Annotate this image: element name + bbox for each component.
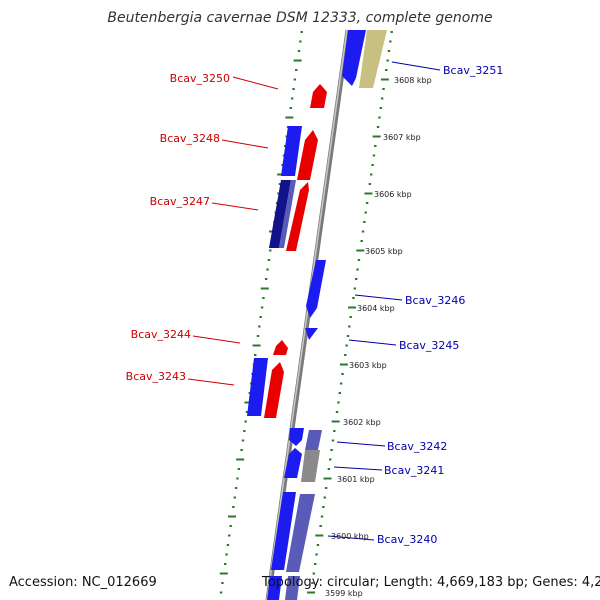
leader-line-left bbox=[221, 139, 269, 149]
leader-line-right bbox=[348, 339, 397, 346]
gene-label-bcav-3250[interactable]: Bcav_3250 bbox=[170, 72, 230, 85]
leader-line-left bbox=[232, 76, 279, 90]
gene-label-bcav-3242[interactable]: Bcav_3242 bbox=[387, 440, 447, 453]
map-title: Beutenbergia cavernae DSM 12333, complet… bbox=[107, 10, 493, 26]
gene-label-bcav-3243[interactable]: Bcav_3243 bbox=[126, 370, 186, 383]
gene-features bbox=[247, 30, 387, 600]
gene-label-bcav-3241[interactable]: Bcav_3241 bbox=[384, 464, 444, 477]
accession-text: Accession: NC_012669 bbox=[9, 575, 157, 590]
leader-line-right bbox=[333, 466, 383, 471]
gene-bar-bottom-lavender[interactable] bbox=[285, 576, 300, 600]
backbone-highlight bbox=[266, 29, 348, 600]
gene-arrow-bcav-3242-blue[interactable] bbox=[289, 428, 304, 446]
gene-arrow-bcav-3247[interactable] bbox=[286, 182, 309, 251]
gene-arrow-bcav-3241-blue[interactable] bbox=[284, 448, 302, 478]
gene-label-bcav-3246[interactable]: Bcav_3246 bbox=[405, 294, 465, 307]
gene-bar-bcav-3242[interactable] bbox=[305, 430, 322, 450]
gene-label-bcav-3245[interactable]: Bcav_3245 bbox=[399, 339, 459, 352]
kbp-label-3607: 3607 kbp bbox=[383, 133, 421, 142]
gene-bar-bcav-3248-blue[interactable] bbox=[281, 126, 302, 176]
kbp-label-3608: 3608 kbp bbox=[394, 76, 432, 85]
gene-arrow-bcav-3244[interactable] bbox=[273, 340, 288, 355]
kbp-label-3604: 3604 kbp bbox=[357, 304, 395, 313]
leader-line-left bbox=[187, 378, 235, 386]
leader-line-right bbox=[354, 294, 403, 301]
gene-bar-bottom-blue[interactable] bbox=[267, 576, 282, 600]
label-leaders bbox=[187, 61, 441, 541]
gene-arrow-bcav-3243[interactable] bbox=[264, 362, 284, 418]
gene-arrow-reverse[interactable] bbox=[342, 30, 366, 86]
gene-label-bcav-3240[interactable]: Bcav_3240 bbox=[377, 533, 437, 546]
gene-bar-bcav-3251[interactable] bbox=[359, 30, 387, 88]
ticks-right bbox=[307, 31, 393, 594]
gene-label-bcav-3244[interactable]: Bcav_3244 bbox=[131, 328, 191, 341]
gene-label-bcav-3248[interactable]: Bcav_3248 bbox=[160, 132, 220, 145]
gene-bar-bcav-3247-lavender[interactable] bbox=[279, 180, 296, 248]
gene-bar-bcav-3240[interactable] bbox=[286, 494, 315, 572]
kbp-label-3599: 3599 kbp bbox=[325, 589, 363, 598]
kbp-label-3601: 3601 kbp bbox=[337, 475, 375, 484]
kbp-label-3603: 3603 kbp bbox=[349, 361, 387, 370]
leader-line-left bbox=[192, 335, 241, 344]
gene-arrow-bcav-3248[interactable] bbox=[297, 130, 318, 180]
gene-bar-bcav-3241[interactable] bbox=[301, 450, 320, 482]
gene-bar-bcav-3243-blue[interactable] bbox=[247, 358, 268, 416]
gene-arrow-bcav-3245[interactable] bbox=[305, 328, 318, 340]
gene-label-bcav-3251[interactable]: Bcav_3251 bbox=[443, 64, 503, 77]
leader-line-right bbox=[327, 535, 375, 541]
leader-line-right bbox=[336, 441, 386, 447]
leader-line-right bbox=[391, 61, 441, 71]
gene-label-bcav-3247[interactable]: Bcav_3247 bbox=[150, 195, 210, 208]
kbp-label-3600: 3600 kbp bbox=[331, 532, 369, 541]
leader-line-left bbox=[211, 202, 259, 211]
topology-summary: Topology: circular; Length: 4,669,183 bp… bbox=[262, 575, 600, 590]
kbp-label-3605: 3605 kbp bbox=[365, 247, 403, 256]
kbp-label-3602: 3602 kbp bbox=[343, 418, 381, 427]
gene-arrow-bcav-3250[interactable] bbox=[310, 84, 327, 108]
kbp-label-3606: 3606 kbp bbox=[374, 190, 412, 199]
gene-bar-bcav-3247-dark[interactable] bbox=[269, 180, 291, 248]
gene-bar-bcav-3240-blue[interactable] bbox=[271, 492, 296, 570]
gene-arrow-bcav-3246[interactable] bbox=[306, 260, 326, 318]
